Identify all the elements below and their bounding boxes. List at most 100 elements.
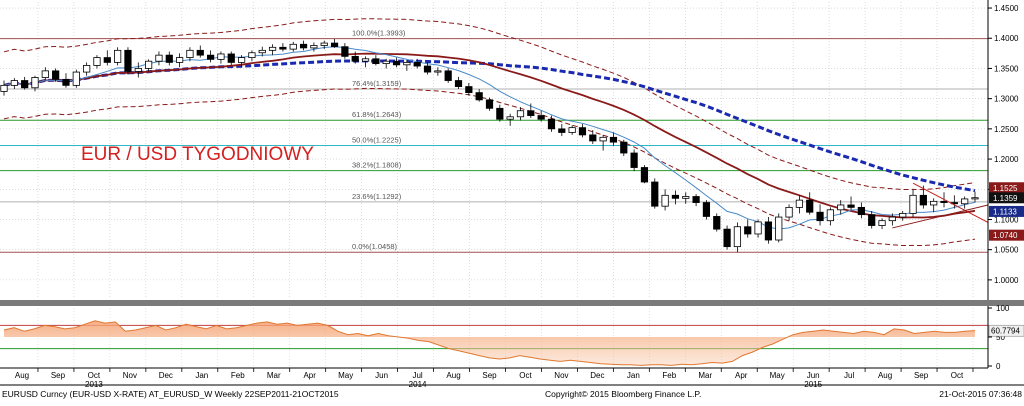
candle-body [630, 152, 638, 168]
candle-body [21, 80, 29, 89]
price-badge-2 [989, 205, 1024, 217]
candle-54 [558, 124, 566, 137]
month-label-23: Jul [844, 371, 854, 380]
candle-body [268, 46, 277, 51]
candle-71 [733, 222, 742, 253]
month-label-17: Jan [627, 371, 640, 380]
month-label-21: May [770, 371, 785, 380]
candle-67 [692, 194, 700, 207]
candle-66 [682, 192, 690, 204]
month-label-20: Apr [735, 371, 748, 380]
month-label-13: Sep [482, 371, 497, 380]
candle-body [816, 211, 824, 222]
price-tick-label-2: 1.3500 [994, 64, 1019, 73]
candle-body [475, 92, 483, 101]
candle-39 [403, 59, 411, 71]
candle-80 [826, 207, 834, 226]
oscillator-axis: 100 50 0 60.7794 [987, 304, 1024, 371]
candle-body [733, 226, 742, 248]
candle-body [372, 58, 380, 65]
pane-separator [0, 300, 1024, 306]
osc-tick-label-2: 0 [996, 362, 1001, 371]
candle-body [930, 200, 938, 206]
candle-body [702, 202, 711, 217]
candle-body [527, 110, 535, 116]
candle-59 [609, 132, 618, 146]
candle-6 [62, 73, 70, 88]
candle-36 [372, 55, 380, 66]
month-label-3: Nov [123, 371, 137, 380]
candle-79 [816, 204, 824, 226]
osc-line [3, 320, 976, 366]
candle-90 [930, 198, 938, 213]
candle-93 [961, 196, 969, 209]
candle-82 [847, 196, 855, 210]
candle-68 [702, 200, 711, 220]
candle-17 [176, 53, 184, 68]
candle-body [0, 84, 8, 92]
candle-body [206, 54, 215, 60]
candle-body [919, 194, 927, 206]
candle-body [547, 118, 556, 130]
candle-body [237, 57, 246, 63]
candle-body [578, 127, 587, 136]
candle-body [589, 134, 597, 142]
candle-body [537, 115, 545, 120]
candle-58 [599, 134, 607, 151]
candle-body [227, 53, 235, 63]
candle-63 [651, 178, 659, 209]
candle-body [248, 52, 256, 58]
candle-body [341, 46, 349, 57]
price-badge-label-1: 1.1359 [993, 194, 1018, 203]
candle-body [826, 209, 834, 222]
candle-body [114, 49, 122, 63]
trend-line-up [892, 204, 989, 229]
osc-area [4, 320, 975, 366]
price-badge-3 [989, 229, 1024, 241]
candle-29 [299, 40, 308, 51]
candle-87 [899, 211, 907, 221]
candle-30 [310, 42, 318, 52]
candle-25 [258, 46, 266, 57]
candle-body [62, 78, 70, 86]
candle-body [558, 128, 566, 133]
candle-body [52, 70, 60, 80]
candle-body [868, 214, 876, 226]
candle-70 [723, 225, 731, 250]
candle-81 [837, 200, 845, 215]
candle-body [145, 60, 153, 69]
candle-88 [909, 189, 917, 218]
candle-body [186, 49, 194, 58]
price-badge-0 [989, 182, 1024, 194]
candle-body [330, 42, 339, 48]
month-label-24: Aug [878, 371, 892, 380]
candle-47 [485, 97, 494, 111]
candle-31 [320, 40, 328, 50]
candle-body [423, 65, 432, 73]
candle-body [496, 107, 504, 120]
candle-53 [547, 115, 556, 132]
candle-body [444, 70, 452, 81]
candle-body [857, 206, 865, 216]
candle-1 [10, 78, 18, 89]
candle-body [310, 45, 318, 49]
candle-body [31, 77, 39, 89]
candle-body [258, 49, 266, 54]
candle-body [83, 65, 91, 73]
upper-band [3, 18, 976, 191]
oscillator-pane [0, 320, 988, 366]
osc-current-badge [988, 324, 1024, 337]
candle-body [279, 46, 287, 50]
candle-14 [145, 59, 153, 72]
price-tick-label-0: 1.4500 [994, 4, 1019, 13]
candle-body [361, 58, 370, 62]
price-tick-label-5: 1.2000 [994, 155, 1019, 164]
trend-line-down [912, 182, 989, 223]
candle-21 [217, 51, 225, 64]
candle-body [878, 220, 886, 226]
candle-69 [713, 213, 721, 232]
candle-73 [754, 219, 762, 238]
fibonacci-levels: 100.0%(1.3993) 76.4%(1.3159) 61.8%(1.2643)… [0, 29, 988, 253]
candle-9 [93, 55, 101, 69]
candle-57 [589, 130, 597, 144]
